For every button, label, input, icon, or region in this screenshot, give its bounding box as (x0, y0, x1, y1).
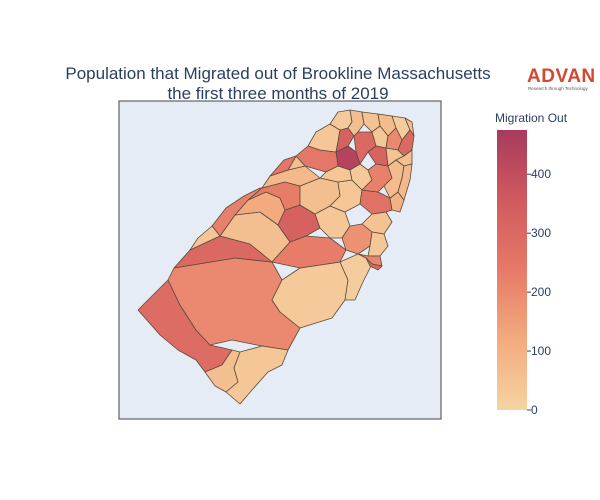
colorbar-gradient (497, 130, 527, 410)
region-r17[interactable] (365, 257, 383, 271)
colorbar-ticks: 0 100 200 300 400 (527, 167, 551, 417)
colorbar-tick-label: 200 (531, 285, 551, 299)
logo-name: ADVAN (527, 66, 596, 87)
region-r49[interactable] (269, 155, 297, 177)
region-r48[interactable] (189, 225, 221, 251)
colorbar-tick-label: 400 (531, 167, 551, 181)
advan-logo: ADVAN Research through Technology (527, 66, 596, 91)
region-layer (137, 109, 415, 405)
colorbar-title: Migration Out (495, 111, 568, 125)
colorbar: Migration Out 0 100 200 300 400 (495, 111, 568, 417)
region-r4[interactable] (225, 345, 289, 405)
colorbar-tick-label: 0 (531, 403, 538, 417)
colorbar-tick-label: 300 (531, 226, 551, 240)
region-r42[interactable] (367, 145, 389, 167)
colorbar-tick-label: 100 (531, 344, 551, 358)
chart-title-line2: the first three months of 2019 (167, 84, 388, 103)
region-r46[interactable] (397, 163, 413, 201)
logo-tagline: Research through Technology (528, 86, 588, 91)
chart-title-line1: Population that Migrated out of Brooklin… (65, 64, 490, 83)
region-r8[interactable] (271, 235, 347, 269)
